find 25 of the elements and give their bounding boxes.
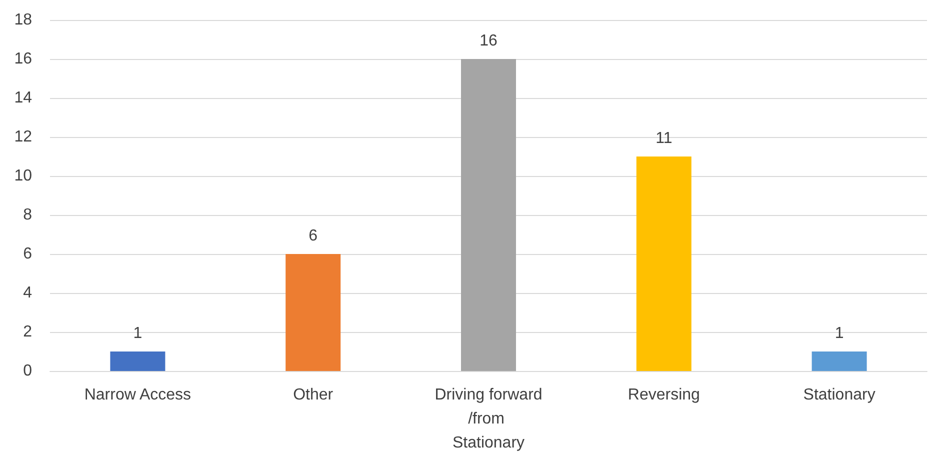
x-tick-label: Driving forward/from Stationary [434, 386, 542, 452]
bar [286, 254, 341, 371]
data-label: 1 [133, 325, 142, 342]
y-tick-label: 10 [14, 168, 32, 184]
y-tick-label: 16 [14, 50, 32, 68]
x-tick-label: Stationary [803, 386, 876, 404]
y-tick-label: 4 [23, 284, 32, 302]
y-tick-label: 18 [14, 12, 32, 28]
bar [812, 352, 867, 371]
data-label: 11 [656, 130, 672, 147]
x-tick-label: Other [293, 386, 334, 404]
y-tick-label: 14 [14, 90, 32, 106]
data-label: 1 [834, 325, 844, 342]
y-tick-label: 0 [23, 362, 32, 380]
data-label: 6 [308, 228, 318, 244]
y-tick-label: 8 [23, 206, 32, 224]
x-tick-label: Narrow Access [84, 386, 192, 404]
bar [461, 59, 516, 371]
bar [110, 352, 166, 371]
y-tick-label: 6 [23, 246, 32, 262]
bar [636, 156, 692, 371]
y-tick-label: 12 [14, 128, 32, 146]
x-tick-label: Reversing [628, 386, 700, 404]
data-label: 16 [480, 32, 498, 50]
y-tick-label: 2 [23, 324, 32, 340]
